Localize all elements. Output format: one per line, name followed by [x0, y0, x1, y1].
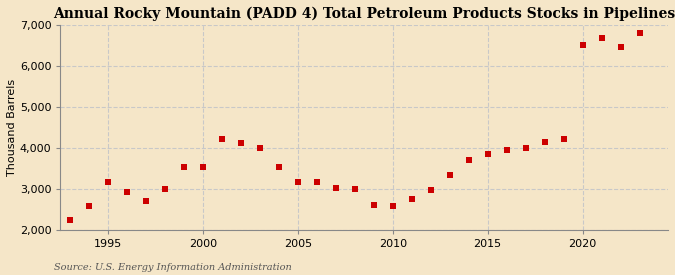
Point [463, 158, 474, 163]
Point [615, 45, 626, 50]
Point [539, 140, 550, 144]
Text: Source: U.S. Energy Information Administration: Source: U.S. Energy Information Administ… [54, 263, 292, 272]
Point [292, 180, 303, 185]
Point [65, 218, 76, 222]
Point [84, 204, 95, 209]
Title: Annual Rocky Mountain (PADD 4) Total Petroleum Products Stocks in Pipelines: Annual Rocky Mountain (PADD 4) Total Pet… [53, 7, 675, 21]
Point [596, 36, 607, 41]
Point [159, 187, 170, 191]
Point [482, 152, 493, 156]
Point [350, 187, 360, 191]
Point [330, 186, 341, 190]
Point [140, 199, 151, 203]
Point [577, 42, 588, 47]
Point [558, 137, 569, 141]
Point [254, 145, 265, 150]
Point [178, 165, 189, 169]
Point [197, 165, 208, 169]
Point [406, 197, 417, 201]
Point [520, 146, 531, 150]
Point [217, 137, 227, 142]
Point [387, 204, 398, 208]
Y-axis label: Thousand Barrels: Thousand Barrels [7, 79, 17, 176]
Point [425, 188, 436, 192]
Point [311, 180, 322, 185]
Point [103, 180, 113, 184]
Point [236, 141, 246, 145]
Point [273, 165, 284, 169]
Point [634, 31, 645, 36]
Point [122, 189, 132, 194]
Point [502, 147, 512, 152]
Point [369, 203, 379, 207]
Point [444, 173, 455, 177]
